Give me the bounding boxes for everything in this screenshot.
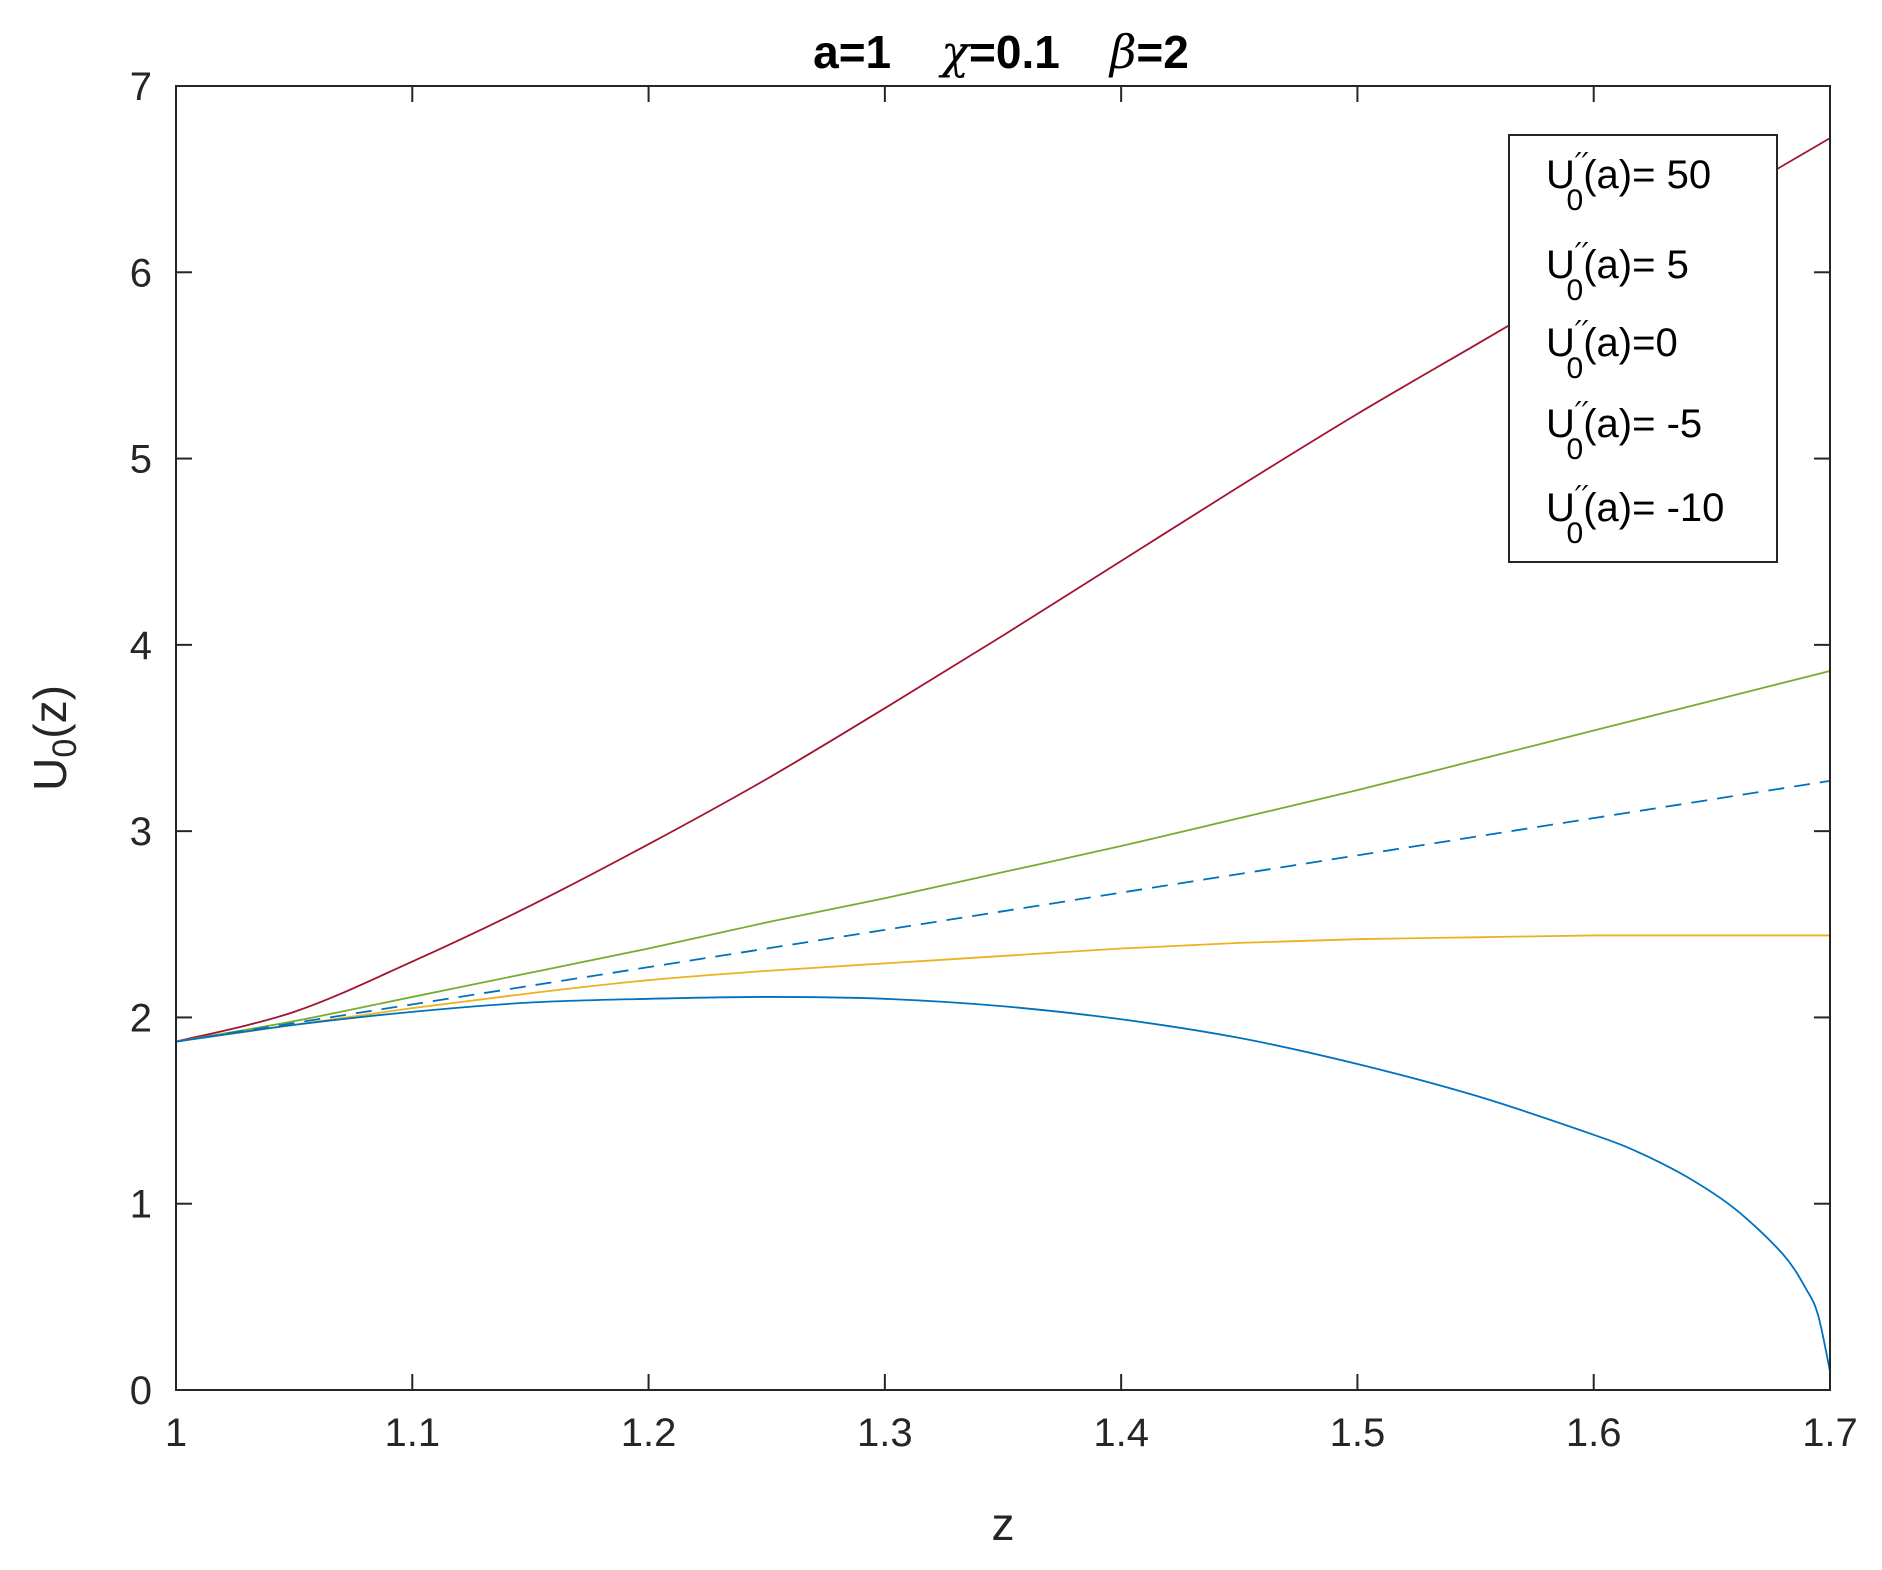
- series-line-3: [175, 779, 1831, 1043]
- y-tick-label: 4: [130, 624, 152, 668]
- legend-label-arg: (a): [1583, 243, 1632, 287]
- y-tick-label: 5: [130, 438, 152, 482]
- legend-label: U′′ 0(a)= -10: [1546, 480, 1724, 550]
- legend-entry-3: U′′ 0(a)=0: [1546, 315, 1678, 385]
- legend-label-main: U: [1546, 243, 1575, 287]
- legend-label-main: U: [1546, 153, 1575, 197]
- x-tick-label: 1.5: [1330, 1411, 1386, 1455]
- legend-label-sub: 0: [1567, 517, 1584, 550]
- legend-label-value: = 5: [1632, 243, 1689, 287]
- legend-label-arg: (a): [1583, 402, 1632, 446]
- title-beta-symbol: β: [1108, 25, 1137, 79]
- x-tick-label: 1: [165, 1411, 187, 1455]
- y-tick-label: 1: [130, 1183, 152, 1227]
- y-axis-label-sub: 0: [46, 739, 84, 758]
- legend-label: U′′ 0(a)= -5: [1546, 396, 1702, 466]
- axes-box: [175, 85, 1831, 1391]
- x-tick-label: 1.2: [621, 1411, 677, 1455]
- y-tick-label: 7: [130, 65, 152, 109]
- title-chi-value: =0.1: [969, 26, 1060, 78]
- y-axis-label-main: U: [24, 758, 76, 791]
- y-tick-label: 3: [130, 810, 152, 854]
- series-line-4: [175, 934, 1830, 1043]
- series-line-2: [175, 670, 1831, 1043]
- legend-label-primes: ′′: [1575, 237, 1589, 272]
- y-tick-label: 6: [130, 251, 152, 295]
- series-layer: [175, 137, 1831, 1372]
- legend-label-primes: ′′: [1575, 147, 1589, 182]
- legend: U′′ 0(a)= 50U′′ 0(a)= 5U′′ 0(a)=0U′′ 0(a)= -…: [1508, 134, 1778, 563]
- legend-entry-1: U′′ 0(a)= 50: [1546, 147, 1711, 217]
- legend-label-sub: 0: [1567, 352, 1584, 385]
- x-tick-label: 1.7: [1802, 1411, 1858, 1455]
- legend-label-sub: 0: [1567, 274, 1584, 307]
- x-axis-label: z: [992, 1498, 1015, 1550]
- legend-label-arg: (a): [1583, 153, 1632, 197]
- legend-entry-4: U′′ 0(a)= -5: [1546, 396, 1702, 466]
- legend-label-value: =0: [1632, 321, 1678, 365]
- legend-box: [1508, 134, 1778, 563]
- x-tick-label: 1.4: [1093, 1411, 1149, 1455]
- legend-entry-5: U′′ 0(a)= -10: [1546, 480, 1724, 550]
- legend-label: U′′ 0(a)= 5: [1546, 237, 1689, 307]
- y-axis-label: U0(z): [24, 685, 84, 791]
- legend-label-value: = -5: [1632, 402, 1702, 446]
- y-tick-label: 0: [130, 1369, 152, 1413]
- legend-label-main: U: [1546, 402, 1575, 446]
- y-tick-label: 2: [130, 996, 152, 1040]
- title-chi-symbol: χ: [938, 25, 972, 79]
- title-a: a=1: [813, 26, 891, 78]
- x-tick-label: 1.1: [384, 1411, 440, 1455]
- legend-entry-2: U′′ 0(a)= 5: [1546, 237, 1689, 307]
- legend-label-sub: 0: [1567, 433, 1584, 466]
- legend-label: U′′ 0(a)= 50: [1546, 147, 1711, 217]
- legend-label-sub: 0: [1567, 184, 1584, 217]
- title-beta-value: =2: [1136, 26, 1188, 78]
- legend-label-primes: ′′: [1575, 480, 1589, 515]
- legend-label: U′′ 0(a)=0: [1546, 315, 1678, 385]
- x-tick-label: 1.6: [1566, 1411, 1622, 1455]
- legend-label-arg: (a): [1583, 321, 1632, 365]
- y-axis-label-tail: (z): [24, 685, 76, 739]
- legend-label-main: U: [1546, 321, 1575, 365]
- legend-label-main: U: [1546, 486, 1575, 530]
- legend-label-arg: (a): [1583, 486, 1632, 530]
- series-line-5: [175, 996, 1831, 1372]
- legend-label-value: = -10: [1632, 486, 1724, 530]
- x-tick-label: 1.3: [857, 1411, 913, 1455]
- legend-label-primes: ′′: [1575, 315, 1589, 350]
- legend-label-primes: ′′: [1575, 396, 1589, 431]
- legend-label-value: = 50: [1632, 153, 1711, 197]
- chart-title: a=1 χ=0.1 β=2: [813, 25, 1189, 79]
- legend-entries: U′′ 0(a)= 50U′′ 0(a)= 5U′′ 0(a)=0U′′ 0(a)= -…: [1546, 147, 1724, 550]
